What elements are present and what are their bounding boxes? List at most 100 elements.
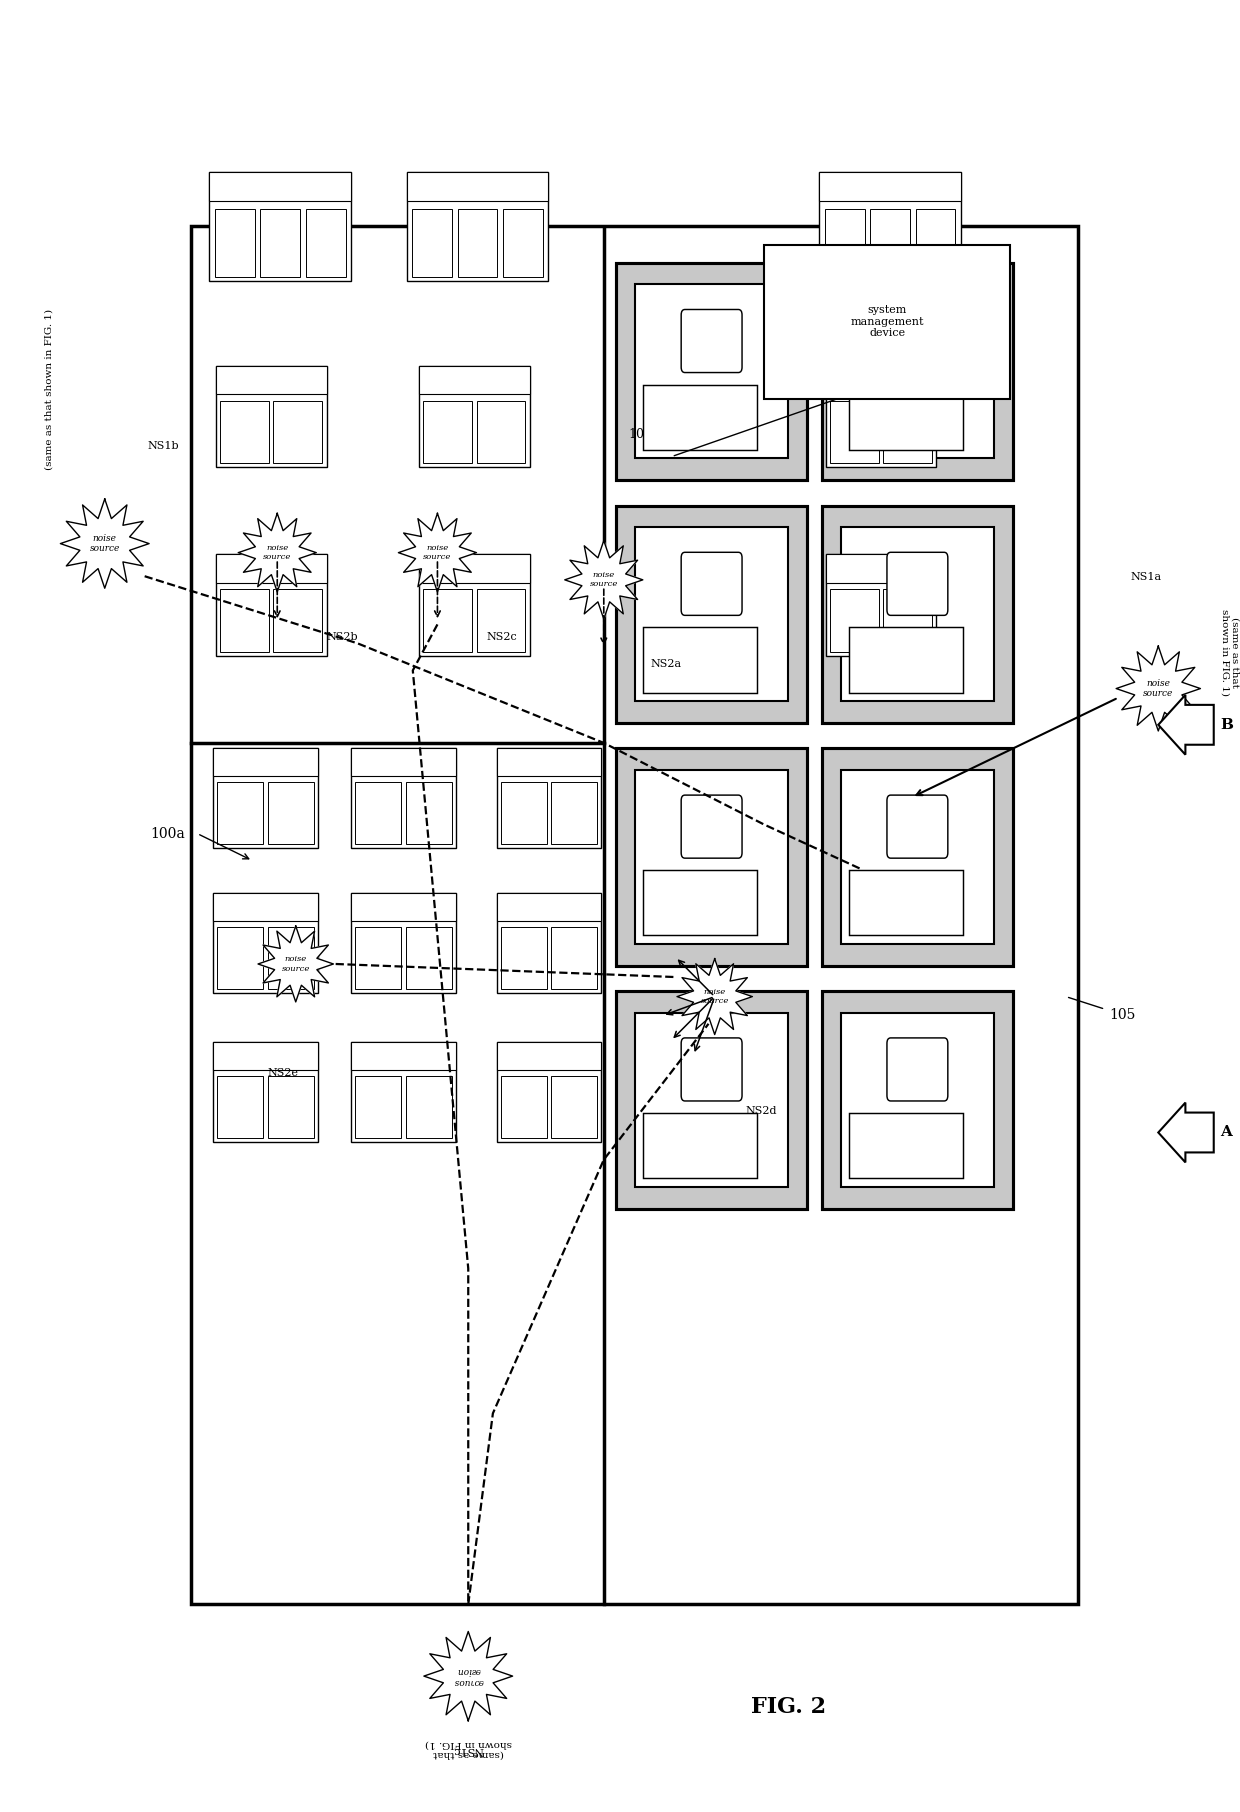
Text: FIG. 2: FIG. 2: [751, 1696, 826, 1718]
Bar: [825, 208, 864, 277]
Bar: [883, 400, 932, 464]
Bar: [306, 208, 346, 277]
Bar: [268, 928, 314, 989]
FancyBboxPatch shape: [681, 1038, 742, 1102]
Bar: [841, 1013, 993, 1187]
Polygon shape: [61, 498, 149, 589]
Text: noise
source: noise source: [1143, 680, 1173, 698]
Bar: [356, 928, 402, 989]
Polygon shape: [238, 513, 316, 593]
Bar: [268, 783, 314, 844]
Text: noise
source: noise source: [263, 544, 291, 562]
Bar: [496, 893, 601, 993]
Text: 105: 105: [1109, 1007, 1136, 1022]
Text: NS1b: NS1b: [148, 442, 180, 451]
Bar: [501, 1076, 547, 1138]
Bar: [841, 527, 993, 701]
Bar: [822, 991, 1013, 1209]
Bar: [841, 284, 993, 458]
Bar: [216, 554, 326, 656]
FancyBboxPatch shape: [681, 795, 742, 859]
Bar: [476, 589, 526, 652]
Bar: [642, 627, 758, 692]
Bar: [496, 893, 601, 920]
Bar: [642, 384, 758, 449]
Bar: [458, 208, 497, 277]
Bar: [216, 366, 326, 395]
Bar: [419, 366, 529, 467]
Bar: [351, 1042, 456, 1069]
Bar: [356, 783, 402, 844]
FancyBboxPatch shape: [887, 310, 947, 373]
Text: NS2d: NS2d: [745, 1107, 777, 1116]
Text: ɘɔɿuos
ɘƨion: ɘɔɿuos ɘƨion: [453, 1667, 484, 1685]
Polygon shape: [564, 540, 642, 620]
Polygon shape: [398, 513, 476, 593]
Bar: [217, 928, 263, 989]
Bar: [501, 928, 547, 989]
Bar: [616, 991, 807, 1209]
Bar: [551, 928, 598, 989]
Bar: [820, 172, 961, 201]
Bar: [213, 748, 317, 776]
Bar: [870, 208, 910, 277]
Bar: [273, 589, 322, 652]
Bar: [213, 1042, 317, 1069]
FancyBboxPatch shape: [887, 553, 947, 616]
Bar: [848, 627, 963, 692]
Bar: [916, 208, 956, 277]
Bar: [210, 172, 351, 201]
Polygon shape: [424, 1631, 512, 1721]
Text: NS2a: NS2a: [651, 660, 682, 669]
Bar: [216, 366, 326, 467]
Bar: [213, 893, 317, 920]
Bar: [405, 1076, 451, 1138]
Bar: [423, 400, 472, 464]
Bar: [419, 554, 529, 656]
Text: NS2c: NS2c: [487, 632, 517, 641]
Text: noise
source: noise source: [423, 544, 451, 562]
Bar: [848, 870, 963, 935]
Bar: [273, 400, 322, 464]
Bar: [405, 783, 451, 844]
Bar: [405, 928, 451, 989]
Bar: [407, 172, 548, 281]
FancyArrow shape: [1158, 1102, 1214, 1163]
Bar: [822, 506, 1013, 723]
Bar: [830, 589, 879, 652]
Text: noise
source: noise source: [89, 535, 120, 553]
Bar: [216, 554, 326, 583]
Text: noise
source: noise source: [701, 988, 729, 1006]
Polygon shape: [258, 926, 334, 1002]
Text: noise
source: noise source: [281, 955, 310, 973]
Bar: [848, 384, 963, 449]
Bar: [635, 527, 787, 701]
Bar: [820, 172, 961, 281]
Bar: [496, 748, 601, 848]
Bar: [616, 263, 807, 480]
Bar: [848, 1113, 963, 1178]
Bar: [356, 1076, 402, 1138]
Text: NS2b: NS2b: [326, 632, 358, 641]
Bar: [822, 263, 1013, 480]
Text: NS2e: NS2e: [268, 1069, 299, 1078]
Bar: [642, 870, 758, 935]
Bar: [476, 400, 526, 464]
Bar: [210, 172, 351, 281]
Text: 104: 104: [629, 428, 652, 442]
Bar: [213, 893, 317, 993]
Text: system
management
device: system management device: [851, 304, 924, 339]
Bar: [407, 172, 548, 201]
Bar: [616, 506, 807, 723]
Bar: [351, 893, 456, 993]
Text: (same as that
shown in FIG. 1): (same as that shown in FIG. 1): [425, 1740, 512, 1759]
Bar: [826, 554, 936, 583]
Bar: [351, 1042, 456, 1142]
Bar: [496, 1042, 601, 1142]
Text: (same as that shown in FIG. 1): (same as that shown in FIG. 1): [45, 310, 53, 469]
Bar: [217, 1076, 263, 1138]
Bar: [213, 748, 317, 848]
Bar: [826, 366, 936, 395]
FancyArrow shape: [1158, 696, 1214, 754]
Bar: [413, 208, 451, 277]
